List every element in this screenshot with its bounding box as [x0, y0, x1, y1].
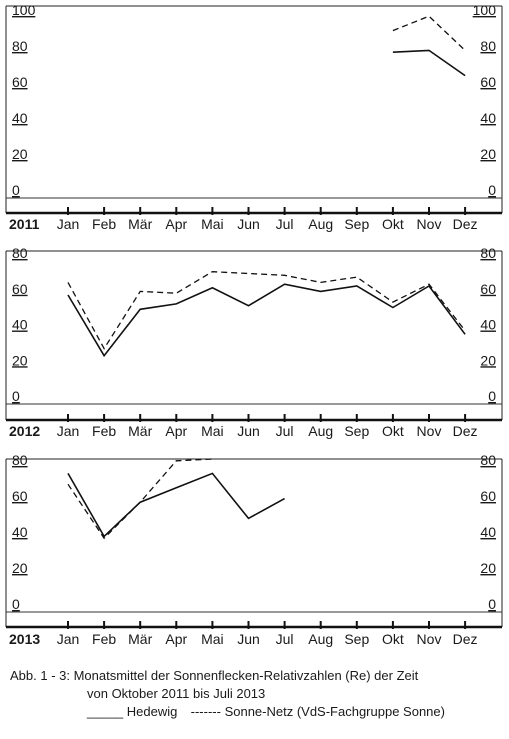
y-tick-label-right: 100	[473, 2, 497, 18]
y-tick-label-left: 60	[12, 488, 28, 504]
y-tick-label-left: 80	[12, 245, 28, 261]
year-label: 2012	[9, 423, 40, 439]
y-tick-label-right: 60	[480, 74, 496, 90]
y-tick-label-right: 20	[480, 560, 496, 576]
x-tick-label: Jan	[57, 216, 80, 232]
year-label: 2013	[9, 631, 40, 647]
x-tick-label: Feb	[92, 631, 116, 647]
x-tick-label: Mär	[128, 423, 152, 439]
y-tick-label-right: 40	[480, 317, 496, 333]
x-tick-label: Nov	[417, 216, 442, 232]
x-tick-label: Mai	[201, 423, 224, 439]
legend-solid-label: Hedewig	[126, 704, 178, 719]
x-tick-label: Mär	[128, 216, 152, 232]
x-tick-label: Dez	[453, 216, 478, 232]
x-tick-label: Dez	[453, 631, 478, 647]
x-tick-label: Jul	[276, 631, 294, 647]
y-tick-label-left: 60	[12, 74, 28, 90]
y-tick-label-left: 40	[12, 317, 28, 333]
y-tick-label-left: 0	[12, 182, 20, 198]
x-tick-label: Mai	[201, 631, 224, 647]
legend: _____ Hedewig ------- Sonne-Netz (VdS-Fa…	[10, 703, 505, 721]
legend-dashed-swatch: -------	[190, 704, 221, 719]
x-tick-label: Jun	[237, 423, 260, 439]
y-tick-label-right: 40	[480, 110, 496, 126]
year-label: 2011	[9, 216, 40, 232]
y-tick-label-left: 80	[12, 38, 28, 54]
x-tick-label: Sep	[344, 216, 369, 232]
x-tick-label: Nov	[417, 423, 442, 439]
x-tick-label: Aug	[308, 216, 333, 232]
y-tick-label-right: 40	[480, 524, 496, 540]
y-tick-label-left: 100	[12, 2, 36, 18]
x-tick-label: Apr	[165, 216, 187, 232]
x-tick-label: Aug	[308, 631, 333, 647]
y-tick-label-left: 60	[12, 281, 28, 297]
legend-solid-swatch: _____	[87, 704, 124, 719]
y-tick-label-right: 80	[480, 452, 496, 468]
series-line-hedewig	[67, 283, 466, 358]
y-tick-label-left: 0	[12, 388, 20, 404]
caption-line-1: Abb. 1 - 3: Monatsmittel der Sonnenfleck…	[10, 668, 419, 683]
y-tick-label-left: 20	[12, 560, 28, 576]
y-tick-label-left: 40	[12, 110, 28, 126]
x-tick-label: Dez	[453, 423, 478, 439]
x-tick-label: Okt	[382, 216, 404, 232]
figure-caption: Abb. 1 - 3: Monatsmittel der Sonnenfleck…	[10, 667, 505, 721]
y-tick-label-right: 0	[488, 388, 496, 404]
y-tick-label-right: 60	[480, 488, 496, 504]
x-tick-label: Okt	[382, 423, 404, 439]
y-tick-label-right: 20	[480, 146, 496, 162]
x-tick-label: Jan	[57, 631, 80, 647]
x-tick-label: Jan	[57, 423, 80, 439]
y-tick-label-right: 20	[480, 352, 496, 368]
y-tick-label-right: 80	[480, 245, 496, 261]
x-tick-label: Okt	[382, 631, 404, 647]
x-tick-label: Apr	[165, 631, 187, 647]
x-tick-label: Nov	[417, 631, 442, 647]
y-tick-label-right: 0	[488, 596, 496, 612]
y-tick-label-right: 60	[480, 281, 496, 297]
caption-line-2: von Oktober 2011 bis Juli 2013	[87, 686, 266, 701]
y-tick-label-left: 40	[12, 524, 28, 540]
x-tick-label: Apr	[165, 423, 187, 439]
y-tick-label-right: 80	[480, 38, 496, 54]
x-tick-label: Jul	[276, 216, 294, 232]
y-tick-label-left: 0	[12, 596, 20, 612]
series-line-hedewig	[392, 49, 466, 77]
y-tick-label-left: 20	[12, 352, 28, 368]
x-tick-label: Mär	[128, 631, 152, 647]
x-tick-label: Aug	[308, 423, 333, 439]
series-line-sonne-netz	[392, 15, 466, 51]
x-tick-label: Sep	[344, 631, 369, 647]
y-tick-label-left: 20	[12, 146, 28, 162]
series-line-sonne-netz	[67, 271, 466, 350]
y-tick-label-left: 80	[12, 452, 28, 468]
series-line-hedewig	[67, 472, 285, 538]
series-line-sonne-netz	[67, 458, 213, 540]
x-tick-label: Mai	[201, 216, 224, 232]
y-tick-label-right: 0	[488, 182, 496, 198]
x-tick-label: Feb	[92, 216, 116, 232]
x-tick-label: Sep	[344, 423, 369, 439]
x-tick-label: Jun	[237, 631, 260, 647]
x-tick-label: Feb	[92, 423, 116, 439]
legend-dashed-label: Sonne-Netz (VdS-Fachgruppe Sonne)	[224, 704, 445, 719]
x-tick-label: Jul	[276, 423, 294, 439]
x-tick-label: Jun	[237, 216, 260, 232]
